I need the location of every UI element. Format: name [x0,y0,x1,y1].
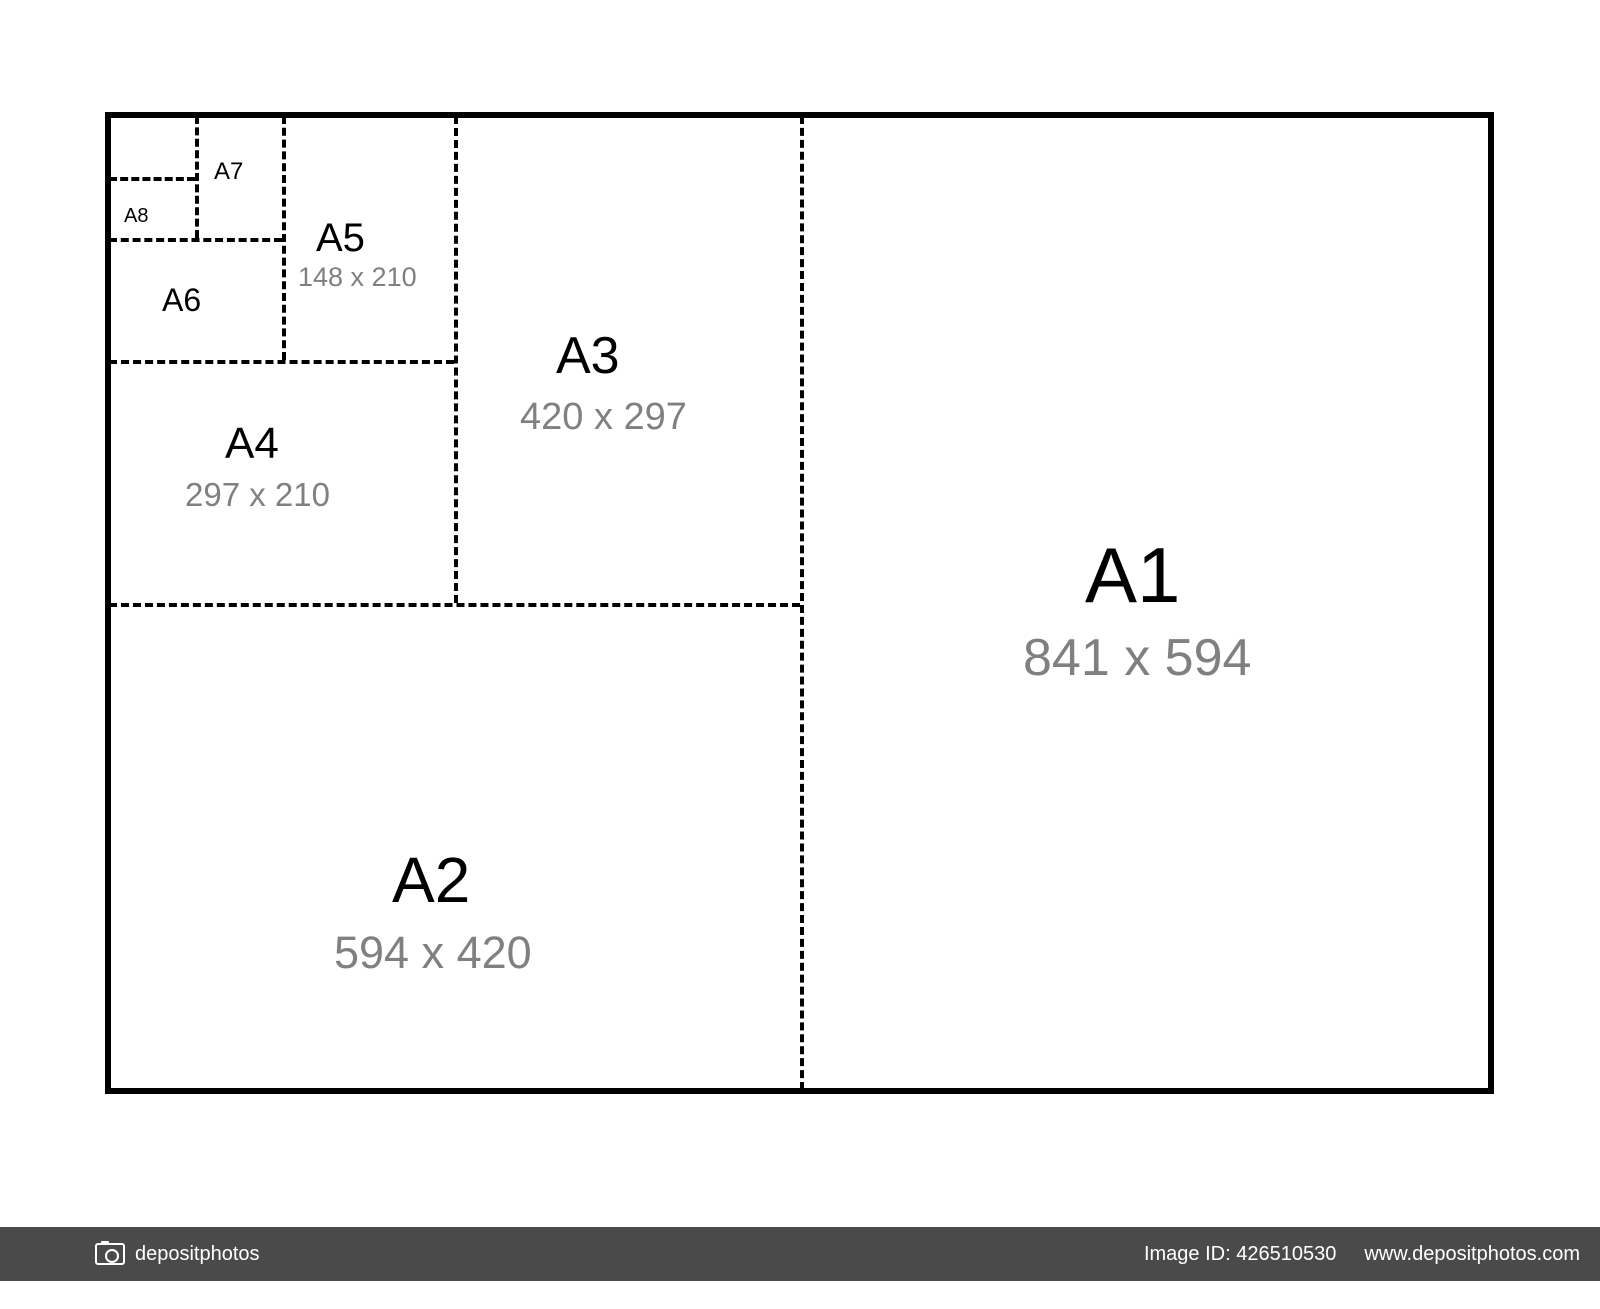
label-a3-dims: 420 x 297 [520,398,687,436]
label-a5-dims: 148 x 210 [298,264,417,291]
label-a1-dims: 841 x 594 [1023,632,1251,684]
label-a1: A1 [1085,536,1180,614]
label-a5: A5 [316,218,365,258]
label-a8: A8 [124,206,148,226]
label-a4-dims: 297 x 210 [185,478,330,511]
label-a6: A6 [162,284,201,316]
label-a4: A4 [225,422,279,466]
label-a2-dims: 594 x 420 [334,930,532,975]
camera-icon [95,1243,125,1265]
divider-a3-left [454,116,458,603]
footer-brand-text: depositphotos [135,1243,260,1266]
divider-a6-top [109,238,282,242]
label-a7: A7 [214,160,243,184]
divider-a2-top [109,603,800,607]
footer-bar: depositphotos Image ID: 426510530 www.de… [0,1227,1600,1281]
footer-brand: depositphotos [95,1243,260,1266]
divider-a8-top [109,177,195,181]
label-a3: A3 [556,330,620,382]
label-a2: A2 [392,848,470,912]
divider-a5-left [282,116,286,360]
footer-image-id: Image ID: 426510530 [1144,1243,1336,1266]
footer-url[interactable]: www.depositphotos.com [1364,1243,1580,1266]
divider-a1-left [800,116,804,1090]
divider-a4-top [109,360,454,364]
divider-a7-left [195,116,199,238]
